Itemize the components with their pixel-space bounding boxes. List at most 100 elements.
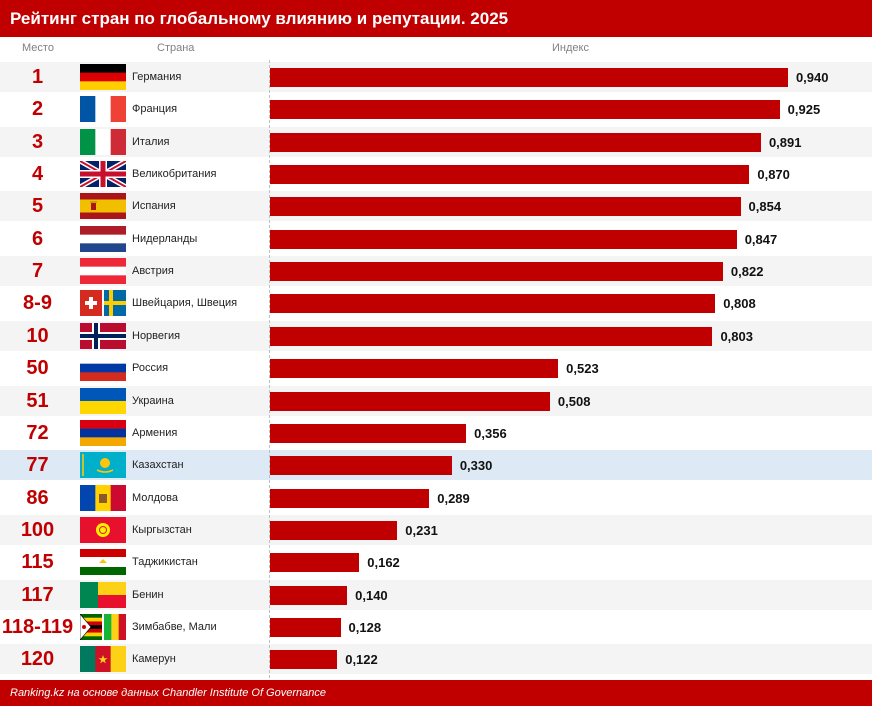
russia-flag — [80, 355, 126, 382]
table-row: 100 Кыргызстан 0,231 — [0, 514, 872, 545]
rank-label: 50 — [26, 357, 49, 380]
germany-flag — [80, 64, 126, 90]
country-label: Германия — [132, 71, 182, 83]
bar — [270, 68, 788, 87]
bar — [270, 359, 559, 379]
france-flag — [80, 96, 126, 123]
value-label: 0,891 — [768, 134, 802, 150]
bar — [270, 585, 348, 605]
bar — [270, 294, 716, 314]
uk-flag — [80, 161, 126, 188]
source-note: Ranking.kz на основе данных Chandler Ins… — [10, 687, 326, 699]
rank-label: 120 — [20, 648, 55, 671]
bar — [270, 456, 452, 476]
value-label: 0,854 — [748, 199, 782, 215]
header-country: Страна — [157, 42, 195, 54]
bar — [270, 229, 737, 249]
rank-label: 10 — [26, 324, 49, 347]
title-bar: Рейтинг стран по глобальному влиянию и р… — [0, 0, 872, 37]
bar — [270, 553, 360, 573]
spain-flag — [80, 193, 126, 220]
country-label: Норвегия — [132, 329, 181, 342]
bar — [270, 165, 750, 185]
bar — [270, 488, 430, 508]
cameroon-flag — [80, 646, 126, 673]
country-label: Камерун — [132, 653, 176, 666]
value-label: 0,140 — [355, 587, 388, 603]
value-label: 0,122 — [345, 652, 378, 668]
kazakhstan-flag — [80, 452, 126, 479]
country-label: Украина — [132, 394, 174, 407]
table-row: 3 Италия 0,891 — [0, 126, 872, 157]
country-label: Армения — [132, 426, 178, 439]
rank-label: 118-119 — [1, 615, 74, 638]
value-label: 0,508 — [557, 393, 591, 409]
country-label: Швейцария, Швеция — [132, 297, 238, 310]
column-divider — [269, 60, 270, 678]
value-label: 0,128 — [348, 619, 382, 635]
table-row: 7 Австрия 0,822 — [0, 256, 872, 287]
ukraine-flag — [80, 387, 126, 414]
rank-label: 117 — [21, 583, 54, 606]
chart-title: Рейтинг стран по глобальному влиянию и р… — [10, 9, 509, 28]
zimbabwe-mali-flags — [80, 613, 126, 640]
table-row: 5 Испания 0,854 — [0, 191, 872, 222]
table-row: 10 Норвегия 0,803 — [0, 320, 872, 351]
netherlands-flag — [80, 225, 126, 252]
table-row: 8-9 Швейцария, Швеция 0,808 — [0, 288, 872, 319]
footer-bar: Ranking.kz на основе данных Chandler Ins… — [0, 680, 872, 706]
table-row: 4 Великобритания 0,870 — [0, 159, 872, 190]
rank-label: 86 — [26, 486, 49, 509]
country-label: Австрия — [132, 265, 174, 278]
bar — [270, 197, 741, 217]
norway-flag — [80, 322, 126, 349]
country-label: Франция — [132, 103, 178, 116]
table-row: 72 Армения 0,356 — [0, 417, 872, 448]
rank-label: 77 — [26, 454, 49, 477]
table-row: 1 Германия 0,940 — [0, 62, 872, 92]
kyrgyzstan-flag — [80, 516, 126, 543]
table-row: 118-119 Зимбабве, Мали 0,128 — [0, 611, 872, 642]
rank-label: 5 — [31, 195, 44, 218]
value-label: 0,231 — [405, 522, 438, 538]
bar — [270, 326, 713, 346]
rank-label: 4 — [31, 163, 44, 186]
rank-label: 6 — [31, 227, 44, 250]
bar — [270, 650, 338, 670]
country-label: Кыргызстан — [132, 523, 192, 536]
austria-flag — [80, 258, 126, 285]
rank-label: 100 — [20, 518, 55, 541]
rank-label: 3 — [31, 130, 44, 153]
header-rank: Место — [22, 42, 54, 54]
value-label: 0,870 — [757, 167, 790, 183]
table-row: 51 Украина 0,508 — [0, 385, 872, 416]
italy-flag — [80, 128, 126, 155]
rank-label: 8-9 — [23, 292, 52, 315]
rank-label: 72 — [26, 421, 49, 444]
rank-label: 115 — [21, 551, 54, 574]
value-label: 0,523 — [566, 361, 599, 377]
value-label: 0,330 — [459, 458, 493, 474]
table-row: 115 Таджикистан 0,162 — [0, 547, 872, 578]
benin-flag — [80, 581, 126, 608]
bar — [270, 617, 341, 637]
rank-label: 7 — [31, 260, 44, 283]
rank-label: 51 — [26, 389, 49, 412]
tajikistan-flag — [80, 549, 126, 576]
table-row: 86 Молдова 0,289 — [0, 482, 872, 513]
armenia-flag — [80, 419, 126, 446]
rank-label: 1 — [31, 66, 44, 88]
value-label: 0,925 — [787, 102, 821, 118]
value-label: 0,803 — [720, 328, 753, 344]
bar — [270, 423, 467, 443]
bar — [270, 100, 780, 120]
table-row: 6 Нидерланды 0,847 — [0, 223, 872, 254]
country-label: Нидерланды — [132, 232, 198, 245]
country-label: Зимбабве, Мали — [132, 620, 217, 633]
value-label: 0,289 — [437, 490, 470, 506]
value-label: 0,847 — [744, 231, 778, 247]
table-row: 50 Россия 0,523 — [0, 353, 872, 384]
country-label: Россия — [132, 362, 169, 375]
bar — [270, 391, 550, 411]
table-row: 2 Франция 0,925 — [0, 94, 872, 125]
